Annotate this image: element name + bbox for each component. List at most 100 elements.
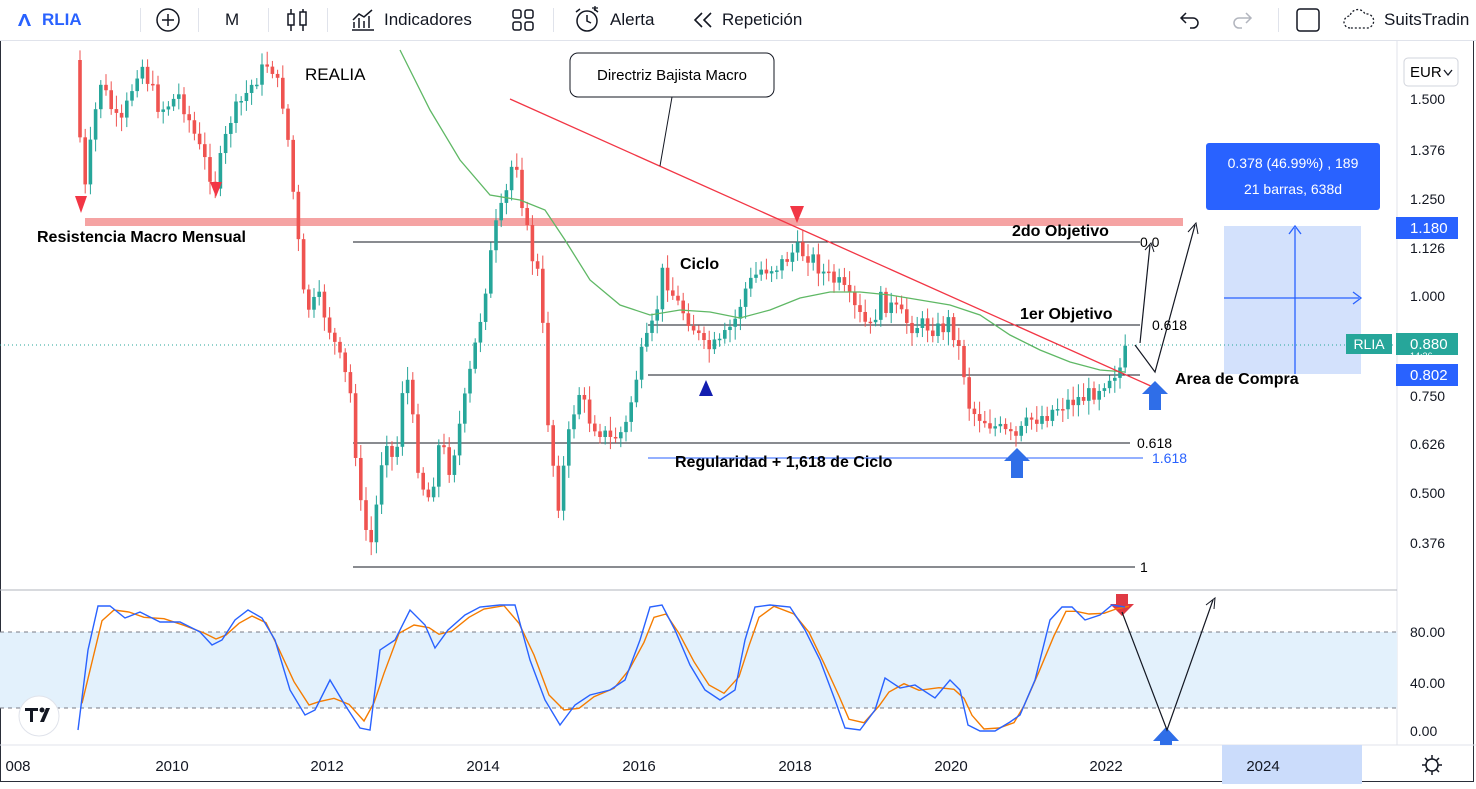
candle-body: [910, 322, 914, 334]
candle-body: [1035, 419, 1039, 424]
range-measure-box[interactable]: [1224, 226, 1361, 374]
time-axis[interactable]: 008 2010 2012 2014 2016 2018 2020 2022 2024: [5, 758, 1279, 775]
candle-body: [582, 394, 587, 400]
candle-body: [203, 144, 207, 158]
redo-icon: [1233, 12, 1253, 29]
candle-body: [1055, 409, 1060, 411]
candle-body: [312, 296, 316, 310]
divider: [553, 8, 554, 32]
candle-body: [697, 330, 701, 334]
fullscreen-button[interactable]: [1295, 0, 1321, 40]
candle-body: [806, 256, 810, 263]
oscillator-axis[interactable]: 80.00 40.00 0.00: [1410, 624, 1445, 739]
candle-body: [598, 431, 602, 437]
candle-body: [359, 457, 363, 501]
candle-body: [837, 277, 841, 283]
candle-body: [749, 277, 753, 289]
candle-body: [723, 330, 727, 339]
chart-type-button[interactable]: [285, 0, 309, 40]
candle-body: [1019, 425, 1023, 436]
candle-body: [634, 379, 639, 403]
time-axis-label: 2024: [1246, 758, 1279, 775]
candle-body: [785, 259, 789, 262]
candles-group: [78, 50, 1127, 556]
macro-downtrend-line[interactable]: [509, 98, 1154, 388]
candle-body: [998, 423, 1003, 427]
candle-body: [140, 66, 145, 79]
price-axis[interactable]: 1.500 1.376 1.250 1.126 1.000 0.750 0.626 0.500…: [1410, 91, 1445, 551]
redo-button[interactable]: [1230, 0, 1254, 40]
candle-body: [587, 399, 592, 424]
replay-button[interactable]: Repetición: [692, 0, 802, 40]
candle-body: [1045, 416, 1049, 421]
candle-body: [1071, 399, 1075, 406]
candle-body: [972, 408, 977, 415]
candle-body: [775, 270, 779, 272]
alert-label: Alerta: [610, 10, 655, 29]
candle-body: [109, 90, 113, 110]
undo-button[interactable]: [1178, 0, 1202, 40]
alert-button[interactable]: Alerta: [572, 0, 654, 40]
projection-path: [1134, 224, 1196, 374]
candle-body: [364, 500, 368, 530]
candle-body: [99, 84, 103, 110]
chart-area[interactable]: Directriz Bajista Macro REALIA Resistenc…: [0, 41, 1476, 784]
price-chart[interactable]: Directriz Bajista Macro REALIA Resistenc…: [0, 41, 1476, 784]
candle-body: [255, 84, 259, 87]
symbol-search-button[interactable]: RLIA: [16, 0, 82, 40]
resistance-label: Resistencia Macro Mensual: [37, 229, 246, 246]
candle-body: [145, 66, 150, 84]
candle-body: [619, 432, 623, 439]
candle-body: [832, 271, 836, 283]
candle-body: [1050, 409, 1055, 421]
add-symbol-button[interactable]: [155, 0, 181, 40]
candle-body: [988, 423, 992, 429]
candle-body: [405, 379, 410, 394]
candle-body: [385, 446, 389, 466]
candle-body: [452, 455, 457, 475]
candle-body: [390, 446, 394, 457]
candle-body: [738, 306, 743, 319]
candle-body: [905, 309, 909, 323]
callout-box[interactable]: [569, 52, 775, 98]
time-range-highlight: [1222, 745, 1362, 784]
settings-gear-icon[interactable]: [1422, 755, 1442, 775]
price-axis-label: 0.500: [1410, 485, 1445, 501]
candle-body: [530, 225, 535, 262]
candle-body: [941, 323, 945, 333]
candle-body: [842, 277, 847, 285]
target2-label: 2do Objetivo: [1012, 223, 1109, 240]
candle-body: [504, 190, 509, 203]
candle-body: [515, 166, 519, 170]
candle-body: [551, 425, 555, 466]
indicators-button[interactable]: Indicadores: [350, 0, 472, 40]
time-axis-label: 2010: [155, 758, 188, 775]
account-label: SuitsTradin: [1384, 10, 1470, 29]
candle-body: [489, 250, 493, 294]
candle-body: [426, 489, 431, 498]
candles-icon: [287, 9, 307, 31]
candle-body: [182, 94, 186, 115]
price-axis-label: 1.376: [1410, 142, 1445, 158]
candle-body: [114, 109, 119, 113]
oscillator-projection-path: [1121, 599, 1214, 732]
moving-average-line: [399, 49, 1126, 373]
sell-marker-icon: [210, 182, 222, 197]
candle-body: [780, 259, 784, 271]
currency-selector[interactable]: [1403, 57, 1459, 87]
candle-body: [509, 166, 514, 191]
interval-label: M: [225, 10, 240, 29]
indicators-label: Indicadores: [384, 10, 472, 29]
candle-body: [577, 394, 581, 415]
stoch-k-line: [77, 604, 1126, 732]
layouts-button[interactable]: [510, 0, 536, 40]
macro-resistance-zone[interactable]: [85, 218, 1183, 226]
candle-body: [270, 66, 275, 74]
candle-body: [655, 309, 659, 321]
candle-body: [899, 304, 904, 310]
interval-button[interactable]: M: [225, 0, 239, 40]
account-button[interactable]: SuitsTradin: [1342, 0, 1469, 40]
candle-body: [546, 322, 550, 426]
candle-body: [260, 64, 264, 85]
price-axis-label: 0.626: [1410, 436, 1445, 452]
